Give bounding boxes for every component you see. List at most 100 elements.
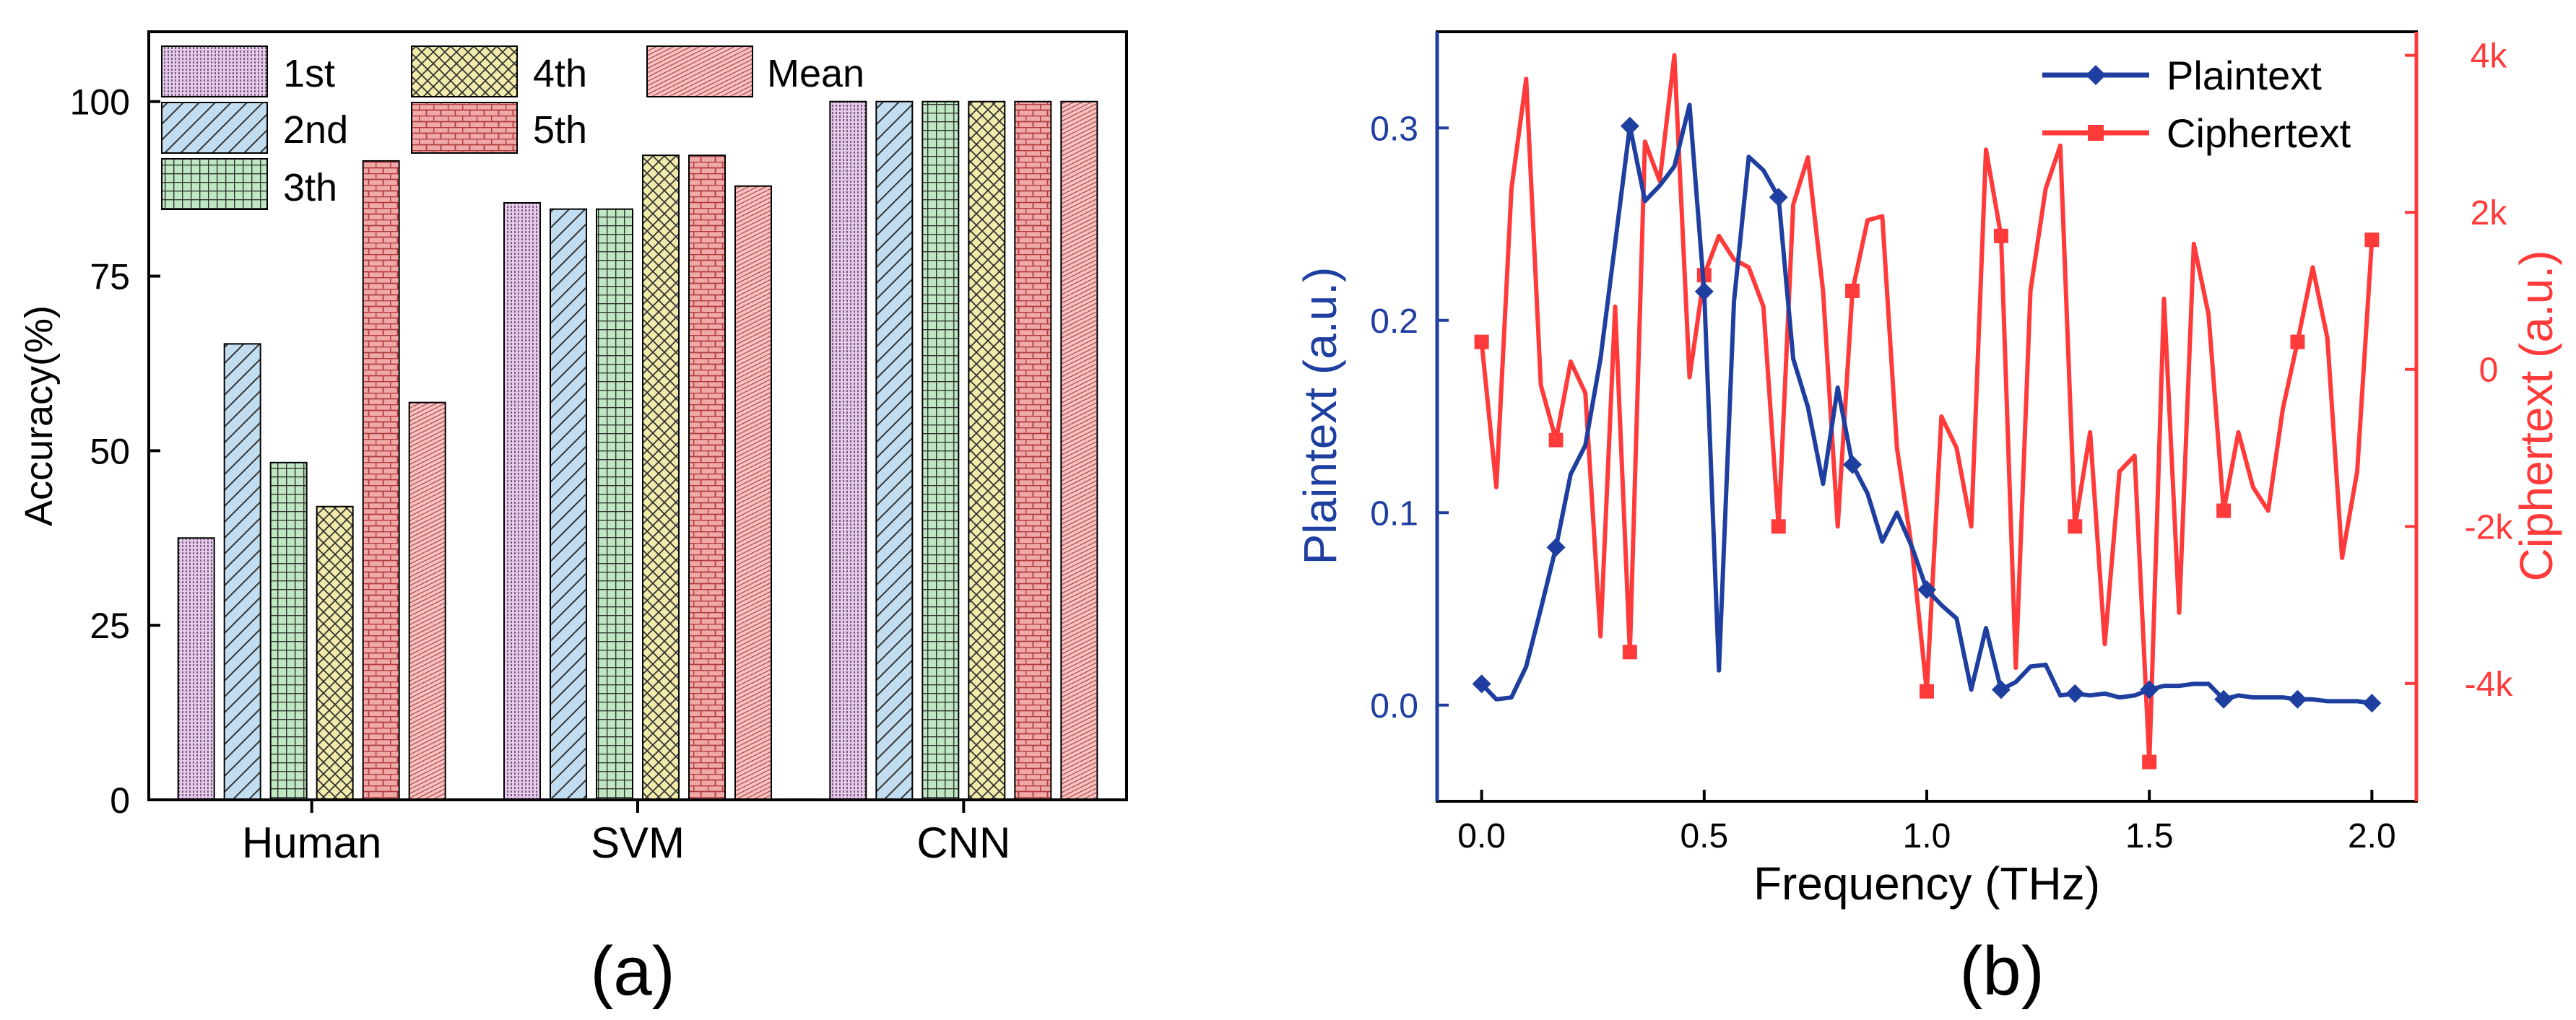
point-ciphertext bbox=[1993, 228, 2008, 243]
legend-item-plaintext: Plaintext bbox=[2042, 53, 2322, 98]
bar-cnn-3th bbox=[921, 100, 960, 801]
y-tick-label: 100 bbox=[70, 82, 130, 123]
legend-marker-plaintext bbox=[2086, 65, 2106, 85]
legend-label-plaintext: Plaintext bbox=[2167, 53, 2322, 98]
y-tick-label: 0 bbox=[110, 780, 130, 821]
bar-cnn-5th bbox=[1014, 100, 1052, 801]
left-y-axis-ticks: 0.0 0.1 0.2 0.3 bbox=[1370, 110, 1449, 725]
left-y-tick-label: 0.3 bbox=[1370, 110, 1418, 148]
bar-cnn-2nd bbox=[875, 100, 914, 801]
legend-item-3th: 3th bbox=[161, 158, 337, 210]
legend: Plaintext Ciphertext bbox=[2042, 53, 2351, 156]
point-plaintext bbox=[2214, 689, 2234, 709]
x-axis-category-labels: Human SVM CNN bbox=[242, 800, 1010, 867]
point-ciphertext bbox=[2142, 754, 2157, 770]
legend-swatch-2nd bbox=[161, 102, 268, 154]
x-tick-label: 1.5 bbox=[2125, 817, 2174, 855]
point-plaintext bbox=[1472, 674, 1491, 694]
legend-item-4th: 4th bbox=[411, 45, 587, 97]
legend-label-1st: 1st bbox=[283, 52, 335, 95]
line-plaintext bbox=[1480, 103, 2372, 706]
legend-item-2nd: 2nd bbox=[161, 102, 348, 154]
right-y-tick-label: -2k bbox=[2465, 508, 2514, 546]
legend-swatch-4th bbox=[411, 45, 518, 97]
bar-svm-1st bbox=[503, 201, 541, 801]
point-plaintext bbox=[1991, 680, 2011, 699]
legend-swatch-1st bbox=[161, 45, 268, 97]
bar-human-mean bbox=[408, 401, 446, 801]
x-tick-label: 0.0 bbox=[1457, 817, 1506, 855]
legend: 1st 2nd 3th 4th 5th Mean bbox=[161, 45, 864, 210]
bar-svm-5th bbox=[688, 154, 726, 801]
legend-marker-ciphertext bbox=[2088, 125, 2104, 141]
point-plaintext bbox=[2065, 684, 2085, 703]
x-tick-label: 1.0 bbox=[1903, 817, 1951, 855]
right-y-axis-ticks: -4k -2k 0 2k 4k bbox=[2405, 38, 2513, 704]
y-axis-ticks: 0 25 50 75 100 bbox=[70, 82, 160, 821]
point-ciphertext bbox=[1845, 283, 1860, 298]
panel-b-line-chart: 0.0 0.5 1.0 1.5 2.0 0.0 0.1 0.2 0.3 -4k -2k 0 2k 4k… bbox=[1294, 30, 2562, 1010]
bar-svm-mean bbox=[734, 185, 772, 801]
bar-human-1st bbox=[177, 537, 215, 801]
point-ciphertext bbox=[1548, 432, 1564, 448]
right-y-tick-label: 2k bbox=[2471, 194, 2508, 232]
x-tick-label-cnn: CNN bbox=[916, 819, 1010, 867]
bar-human-2nd bbox=[223, 343, 261, 801]
left-y-tick-label: 0.0 bbox=[1370, 687, 1418, 725]
x-tick-label: 0.5 bbox=[1680, 817, 1728, 855]
point-plaintext bbox=[1620, 116, 1639, 136]
point-plaintext bbox=[1917, 580, 1936, 599]
x-axis-label: Frequency (THz) bbox=[1753, 858, 2100, 910]
point-ciphertext bbox=[2290, 334, 2305, 349]
point-plaintext bbox=[1694, 282, 1714, 301]
bar-human-3th bbox=[269, 461, 308, 801]
point-ciphertext bbox=[1920, 684, 1934, 699]
right-y-tick-label: 0 bbox=[2479, 352, 2499, 390]
bar-svm-3th bbox=[596, 208, 633, 801]
panel-a-bar-chart: 0 25 50 75 100 Human SVM CNN Accuracy(%) 1st 2… bbox=[17, 30, 1128, 1010]
bar-human-5th bbox=[362, 160, 400, 801]
right-y-tick-label: -4k bbox=[2465, 666, 2514, 704]
point-plaintext bbox=[1546, 538, 1566, 557]
series-ciphertext bbox=[1474, 53, 2380, 770]
legend-label-5th: 5th bbox=[533, 108, 587, 152]
left-y-tick-label: 0.1 bbox=[1370, 494, 1418, 533]
x-tick-label: 2.0 bbox=[2348, 817, 2396, 855]
plot-area bbox=[1472, 53, 2382, 770]
bar-svm-4th bbox=[642, 154, 680, 801]
legend-label-3th: 3th bbox=[283, 166, 337, 209]
x-tick-label-svm: SVM bbox=[591, 819, 685, 867]
bar-cnn-1st bbox=[829, 100, 867, 801]
legend-swatch-5th bbox=[411, 102, 518, 154]
panel-label-b: (b) bbox=[1959, 933, 2044, 1010]
legend-swatch-3th bbox=[161, 158, 268, 210]
bar-human-4th bbox=[316, 505, 354, 801]
point-ciphertext bbox=[1474, 334, 1489, 349]
legend-label-mean: Mean bbox=[767, 52, 864, 95]
legend-swatch-mean bbox=[646, 45, 753, 97]
line-ciphertext bbox=[1479, 53, 2375, 764]
point-ciphertext bbox=[2216, 503, 2232, 518]
series-plaintext bbox=[1472, 103, 2382, 713]
bar-series-group bbox=[177, 100, 1098, 801]
right-y-axis-label: Ciphertext (a.u.) bbox=[2510, 250, 2562, 582]
legend-label-ciphertext: Ciphertext bbox=[2167, 110, 2351, 156]
legend-item-1st: 1st bbox=[161, 45, 335, 97]
point-plaintext bbox=[1843, 455, 1862, 474]
y-axis-label: Accuracy(%) bbox=[17, 305, 61, 526]
y-tick-label: 25 bbox=[90, 606, 130, 646]
y-tick-label: 75 bbox=[90, 257, 130, 297]
x-axis-ticks: 0.0 0.5 1.0 1.5 2.0 bbox=[1457, 790, 2396, 855]
legend-item-mean: Mean bbox=[646, 45, 864, 97]
point-plaintext bbox=[2140, 680, 2159, 699]
bar-cnn-4th bbox=[968, 100, 1006, 801]
legend-item-5th: 5th bbox=[411, 102, 587, 154]
right-y-tick-label: 4k bbox=[2471, 38, 2508, 76]
legend-item-ciphertext: Ciphertext bbox=[2042, 110, 2351, 156]
point-ciphertext bbox=[2364, 232, 2380, 248]
legend-label-4th: 4th bbox=[533, 52, 587, 95]
legend-label-2nd: 2nd bbox=[283, 108, 348, 152]
point-ciphertext bbox=[1622, 645, 1637, 660]
point-ciphertext bbox=[1771, 519, 1786, 534]
